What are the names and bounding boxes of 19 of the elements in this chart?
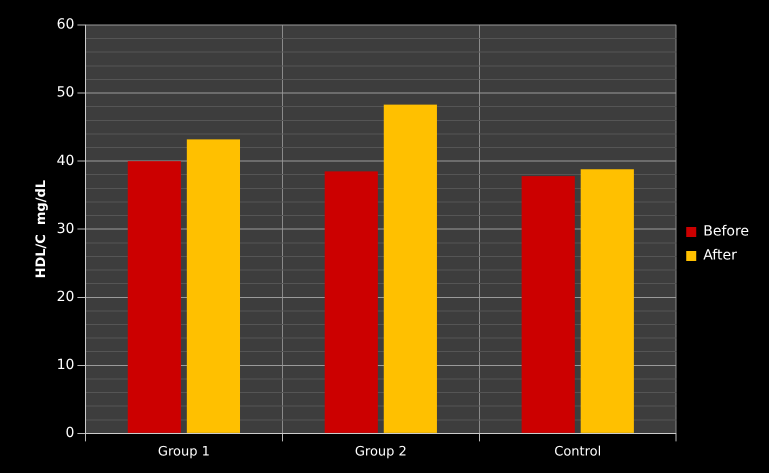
y-tick-label: 60	[56, 16, 74, 33]
y-tick-label: 40	[56, 152, 74, 169]
y-tick-label: 30	[56, 220, 74, 237]
bar	[324, 171, 378, 433]
legend-label: After	[703, 248, 738, 264]
bar	[128, 161, 181, 433]
bar	[522, 176, 575, 433]
y-tick-label: 50	[56, 84, 74, 101]
bar	[384, 104, 437, 433]
x-tick-label: Control	[554, 444, 602, 460]
y-tick-label: 10	[56, 356, 74, 373]
y-tick-label: 0	[65, 425, 74, 442]
bar	[186, 139, 240, 433]
x-tick-label: Group 2	[354, 444, 407, 460]
y-tick-label: 20	[56, 288, 74, 305]
legend-label: Before	[703, 224, 750, 240]
y-axis-title: HDL/C mg/dL	[34, 180, 50, 278]
x-tick-label: Group 1	[158, 444, 210, 460]
bar	[580, 169, 634, 433]
